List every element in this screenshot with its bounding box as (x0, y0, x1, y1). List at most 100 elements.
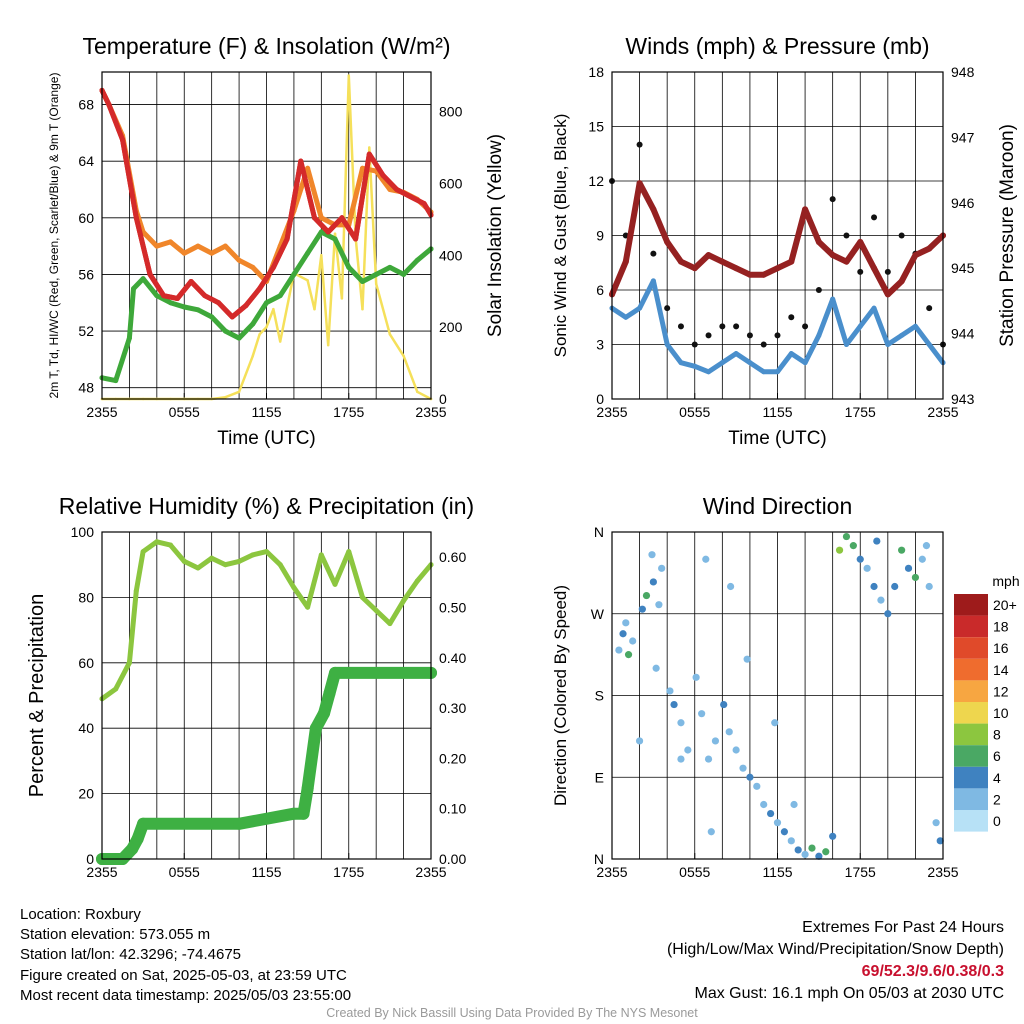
dir-point (720, 700, 728, 709)
dir-ytick-label: S (595, 688, 604, 704)
legend-swatch (954, 615, 988, 638)
dir-point (771, 719, 779, 727)
dir-point (652, 664, 660, 672)
temp-series-solar-insolation-point (306, 279, 309, 282)
wind-series-station-pressure-point (677, 258, 684, 265)
temp-series-td-point (401, 271, 407, 277)
temp-left-tick-label: 60 (78, 210, 94, 226)
dir-point (658, 564, 666, 572)
rh-left-tick-label: 100 (71, 524, 95, 540)
rh-series-relative-humidity-point (195, 565, 201, 571)
wind-series-sonic-wind-point (816, 332, 822, 338)
wind-series-sonic-wind-point (637, 305, 643, 311)
temp-series-td-point (291, 271, 297, 277)
wind-series-station-pressure-point (815, 239, 822, 246)
dir-point (898, 546, 906, 554)
temp-series-td-point (332, 236, 338, 242)
dir-title: Wind Direction (703, 493, 853, 519)
legend-swatch (954, 745, 988, 767)
wind-left-tick-label: 6 (596, 282, 604, 298)
dir-xtick-label: 2355 (596, 864, 627, 880)
temp-series-solar-insolation-point (237, 390, 241, 394)
rh-series-precipitation-point (318, 707, 331, 720)
wind-series-gust-point (829, 196, 836, 203)
dir-point (702, 555, 710, 563)
temp-series-solar-insolation-point (333, 232, 337, 235)
dir-point (815, 852, 823, 860)
rh-right-tick-label: 0.10 (439, 801, 466, 817)
wind-series-station-pressure-point (898, 278, 905, 285)
temp-series-solar-insolation-point (272, 307, 275, 311)
wind-right-tick-label: 944 (951, 326, 975, 342)
wind-xtick-label: 1155 (762, 404, 792, 420)
rh-series-relative-humidity-point (387, 621, 393, 627)
wind-series-sonic-wind-point (912, 323, 918, 329)
temp-series-solar-insolation-point (340, 297, 344, 300)
dir-point (629, 637, 637, 645)
dir-point (877, 596, 885, 604)
wind-title: Winds (mph) & Pressure (mb) (625, 33, 929, 59)
dir-point (649, 578, 657, 586)
dir-point (849, 542, 857, 550)
temp-series-solar-insolation-point (251, 354, 255, 358)
wind-series-sonic-wind-point (761, 369, 767, 375)
temp-series-td-point (140, 276, 146, 282)
wind-series-gust-point (677, 323, 684, 330)
created-text: Figure created on Sat, 2025-05-03, at 23… (20, 966, 347, 984)
dir-point (829, 832, 837, 840)
temp-left-tick-label: 64 (78, 153, 94, 169)
temp-series-td-point (250, 321, 256, 327)
dir-point (936, 837, 944, 845)
dir-point (911, 573, 920, 582)
temp-series-9m-t-point (168, 239, 174, 245)
temp-series-td-point (359, 279, 365, 285)
temp-series-9m-t-point (195, 243, 201, 249)
dir-point (635, 737, 644, 745)
rh-series-relative-humidity (99, 539, 434, 702)
dir-point (918, 555, 926, 563)
legend-label: 10 (993, 705, 1009, 721)
rh-right-tick-label: 0.30 (439, 700, 466, 716)
wind-left-tick-label: 12 (588, 173, 604, 189)
temp-series-2m-t-point (380, 172, 386, 178)
legend-swatch (954, 658, 988, 681)
wind-series-gust-point (760, 341, 767, 348)
legend-swatch (954, 766, 988, 789)
dir-point (842, 532, 851, 541)
rh-series-relative-humidity-point (140, 549, 146, 555)
temp-series-td-point (126, 335, 132, 341)
wind-series-sonic-wind-point (692, 363, 698, 369)
dir-point (808, 844, 816, 852)
wind-frame (611, 71, 944, 400)
temp-series-td-point (181, 304, 187, 310)
legend-swatch (954, 788, 988, 810)
temp-series-td-point (168, 300, 174, 306)
dir-point (904, 564, 913, 572)
temp-series-td-point (131, 286, 137, 292)
rh-series-relative-humidity-point (236, 558, 242, 564)
wind-ylabel: Sonic Wind & Gust (Blue, Black) (551, 114, 570, 358)
dir-point (727, 582, 735, 591)
wind-series-sonic-wind-point (775, 369, 780, 375)
temp-series-solar-insolation-point (313, 307, 316, 311)
temp-series-td-point (264, 300, 269, 306)
rh-series-precipitation-point (233, 817, 246, 830)
temp-right-tick-label: 800 (439, 104, 463, 120)
rh-series-precipitation-point (126, 842, 139, 855)
rh-right-tick-label: 0.00 (439, 851, 466, 867)
rh-left-tick-label: 40 (78, 720, 94, 736)
temp-series-9m-t-point (305, 165, 311, 171)
wind-series-sonic-wind-point (871, 305, 877, 311)
dir-point (707, 828, 715, 836)
rh-series-relative-humidity-point (264, 549, 269, 555)
wind-series-sonic-wind-point (899, 332, 905, 338)
rh-series-relative-humidity-point (318, 552, 324, 558)
wind-series-station-pressure-point (746, 271, 753, 278)
rh-xtick-label: 2355 (86, 864, 117, 880)
dir-point (666, 687, 674, 695)
temp-y2label: Solar Insolation (Yellow) (485, 134, 506, 337)
rh-series-precipitation-point (323, 686, 336, 699)
temp-xtick-label: 1755 (333, 404, 364, 420)
wind-series-sonic-wind-point (857, 323, 863, 329)
wind-series-station-pressure-point (650, 206, 657, 213)
